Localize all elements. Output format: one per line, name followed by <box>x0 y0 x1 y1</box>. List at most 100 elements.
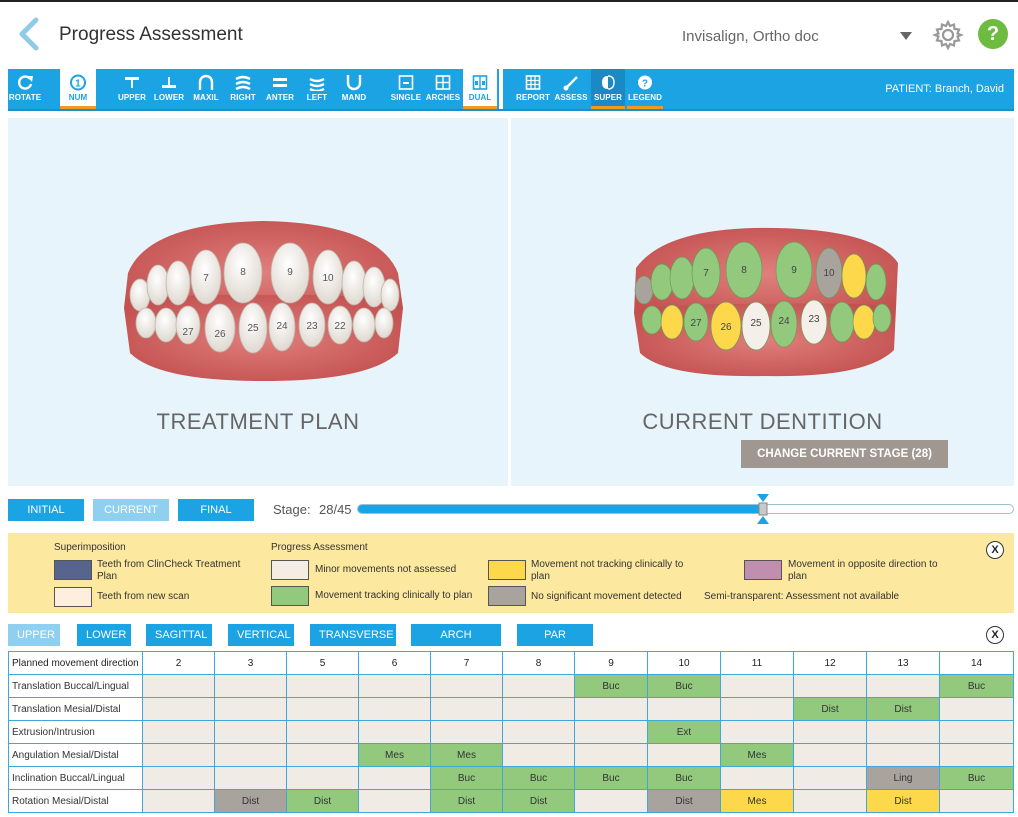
movement-cell[interactable]: Mes <box>430 743 503 767</box>
movement-cell[interactable] <box>793 789 867 813</box>
tab-lower[interactable]: LOWER <box>77 624 131 646</box>
movement-cell[interactable]: Buc <box>502 766 575 790</box>
movement-cell[interactable] <box>939 743 1014 767</box>
movement-cell[interactable] <box>647 697 721 721</box>
movement-cell[interactable] <box>358 674 431 698</box>
stage-slider[interactable] <box>357 504 1014 514</box>
movement-cell[interactable]: Dist <box>286 789 359 813</box>
change-current-stage-button[interactable]: CHANGE CURRENT STAGE (28) <box>741 440 948 468</box>
toolbar-mand[interactable]: MAND <box>336 69 372 109</box>
movement-cell[interactable] <box>502 743 575 767</box>
movement-cell[interactable] <box>430 720 503 744</box>
toolbar-upper[interactable]: UPPER <box>114 69 150 109</box>
movement-cell[interactable] <box>502 674 575 698</box>
movement-cell[interactable] <box>574 789 648 813</box>
movement-cell[interactable]: Mes <box>720 789 794 813</box>
movement-cell[interactable] <box>939 789 1014 813</box>
movement-cell[interactable]: Buc <box>430 766 503 790</box>
movement-cell[interactable] <box>142 766 215 790</box>
movement-cell[interactable] <box>793 674 867 698</box>
movement-cell[interactable] <box>286 766 359 790</box>
gear-icon[interactable] <box>932 19 964 51</box>
movement-cell[interactable] <box>286 674 359 698</box>
movement-cell[interactable] <box>214 697 287 721</box>
movement-cell[interactable] <box>939 697 1014 721</box>
movement-cell[interactable]: Buc <box>574 674 648 698</box>
movement-cell[interactable]: Dist <box>793 697 867 721</box>
toolbar-legend[interactable]: ? LEGEND <box>627 69 663 109</box>
movement-cell[interactable] <box>358 720 431 744</box>
movement-cell[interactable] <box>358 789 431 813</box>
toolbar-dual[interactable]: DUAL <box>463 69 497 109</box>
initial-stage-button[interactable]: INITIAL <box>8 499 84 521</box>
movement-cell[interactable] <box>793 766 867 790</box>
toolbar-arches[interactable]: ARCHES <box>425 69 461 109</box>
movement-cell[interactable] <box>502 697 575 721</box>
movement-cell[interactable]: Dist <box>866 697 940 721</box>
movement-cell[interactable] <box>142 674 215 698</box>
movement-cell[interactable] <box>214 720 287 744</box>
movement-cell[interactable] <box>939 720 1014 744</box>
current-dentition-viewport[interactable]: 7 8 9 10 27 26 25 24 23 CURRENT DENTITIO… <box>511 118 1014 486</box>
movement-cell[interactable] <box>866 674 940 698</box>
movement-cell[interactable]: Mes <box>358 743 431 767</box>
legend-close-button[interactable]: X <box>986 541 1004 559</box>
movement-cell[interactable] <box>720 766 794 790</box>
final-stage-button[interactable]: FINAL <box>178 499 254 521</box>
movement-cell[interactable]: Dist <box>430 789 503 813</box>
movement-cell[interactable]: Buc <box>574 766 648 790</box>
chevron-down-icon[interactable] <box>898 30 914 42</box>
stage-slider-handle[interactable] <box>756 493 770 525</box>
movement-cell[interactable]: Ext <box>647 720 721 744</box>
movement-cell[interactable]: Buc <box>647 766 721 790</box>
toolbar-super[interactable]: SUPER <box>591 69 625 109</box>
movement-cell[interactable] <box>358 766 431 790</box>
toolbar-right[interactable]: RIGHT <box>226 69 260 109</box>
movement-cell[interactable] <box>286 720 359 744</box>
back-arrow-icon[interactable] <box>14 16 44 52</box>
tab-vertical[interactable]: VERTICAL <box>228 624 294 646</box>
movement-cell[interactable] <box>286 743 359 767</box>
toolbar-single[interactable]: SINGLE <box>389 69 423 109</box>
movement-cell[interactable] <box>142 720 215 744</box>
movement-cell[interactable] <box>647 743 721 767</box>
movement-cell[interactable] <box>214 674 287 698</box>
movement-cell[interactable] <box>214 766 287 790</box>
tab-sagittal[interactable]: SAGITTAL <box>146 624 212 646</box>
movement-cell[interactable]: Dist <box>214 789 287 813</box>
toolbar-num[interactable]: 1 NUM <box>60 69 96 109</box>
help-button[interactable]: ? <box>978 19 1008 49</box>
toolbar-left[interactable]: LEFT <box>300 69 334 109</box>
table-close-button[interactable]: X <box>986 626 1004 644</box>
movement-cell[interactable]: Buc <box>647 674 721 698</box>
movement-cell[interactable]: Buc <box>939 766 1014 790</box>
movement-cell[interactable] <box>574 697 648 721</box>
toolbar-assess[interactable]: ASSESS <box>553 69 589 109</box>
treatment-plan-dentition[interactable]: 7 8 9 10 27 26 25 24 23 22 <box>118 213 408 383</box>
tab-transverse[interactable]: TRANSVERSE <box>310 624 396 646</box>
movement-cell[interactable]: Buc <box>939 674 1014 698</box>
treatment-plan-viewport[interactable]: 7 8 9 10 27 26 25 24 23 22 TREATMENT PLA… <box>8 118 508 486</box>
movement-cell[interactable] <box>720 697 794 721</box>
toolbar-maxil[interactable]: MAXIL <box>188 69 224 109</box>
movement-cell[interactable]: Dist <box>866 789 940 813</box>
movement-cell[interactable] <box>574 720 648 744</box>
movement-cell[interactable] <box>142 697 215 721</box>
movement-cell[interactable] <box>214 743 287 767</box>
movement-cell[interactable] <box>866 720 940 744</box>
current-dentition-model[interactable]: 7 8 9 10 27 26 25 24 23 <box>626 218 906 378</box>
toolbar-report[interactable]: REPORT <box>515 69 551 109</box>
tab-arch-length[interactable]: ARCH LENGTH <box>411 624 501 663</box>
movement-cell[interactable] <box>358 697 431 721</box>
movement-cell[interactable] <box>866 743 940 767</box>
toolbar-rotate[interactable]: ROTATE <box>8 69 42 109</box>
movement-cell[interactable] <box>720 720 794 744</box>
movement-cell[interactable] <box>430 697 503 721</box>
movement-cell[interactable] <box>502 720 575 744</box>
current-stage-button[interactable]: CURRENT <box>93 499 169 521</box>
toolbar-anter[interactable]: ANTER <box>262 69 298 109</box>
movement-cell[interactable]: Dist <box>647 789 721 813</box>
toolbar-lower[interactable]: LOWER <box>152 69 186 109</box>
movement-cell[interactable] <box>142 743 215 767</box>
movement-cell[interactable] <box>286 697 359 721</box>
